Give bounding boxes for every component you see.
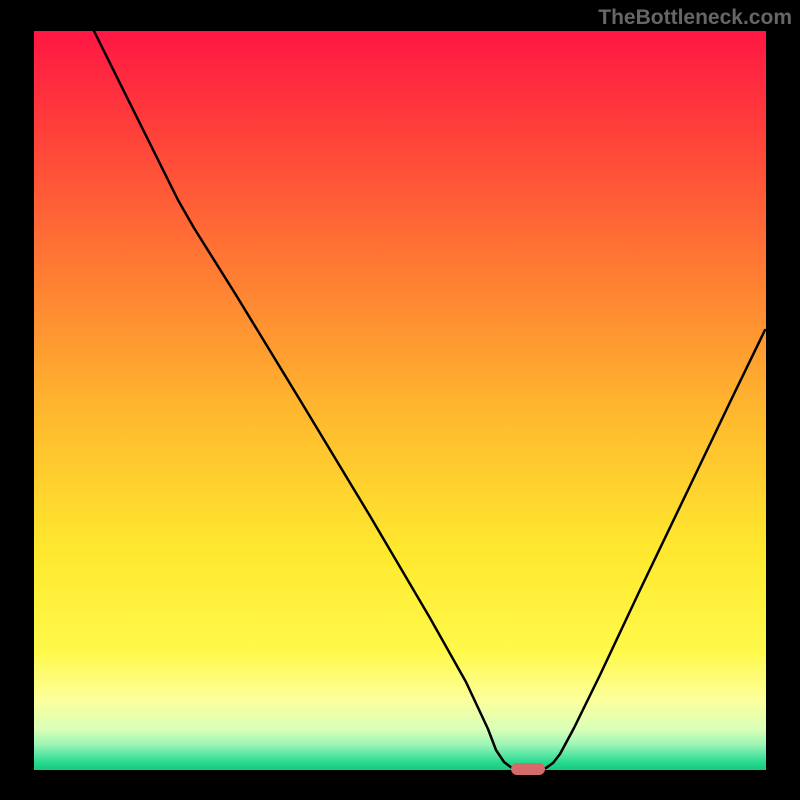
- bottleneck-curve: [0, 0, 800, 800]
- chart-container: TheBottleneck.com: [0, 0, 800, 800]
- curve-path: [94, 31, 765, 769]
- optimal-marker: [511, 763, 545, 775]
